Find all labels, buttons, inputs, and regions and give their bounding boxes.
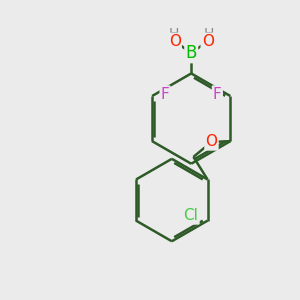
Text: O: O [206,134,218,149]
Text: H: H [203,27,214,41]
Text: F: F [213,87,222,102]
Text: H: H [169,27,179,41]
Text: Cl: Cl [184,208,199,224]
Text: B: B [185,44,197,62]
Text: O: O [169,34,181,49]
Text: F: F [161,87,170,102]
Text: O: O [202,34,214,49]
